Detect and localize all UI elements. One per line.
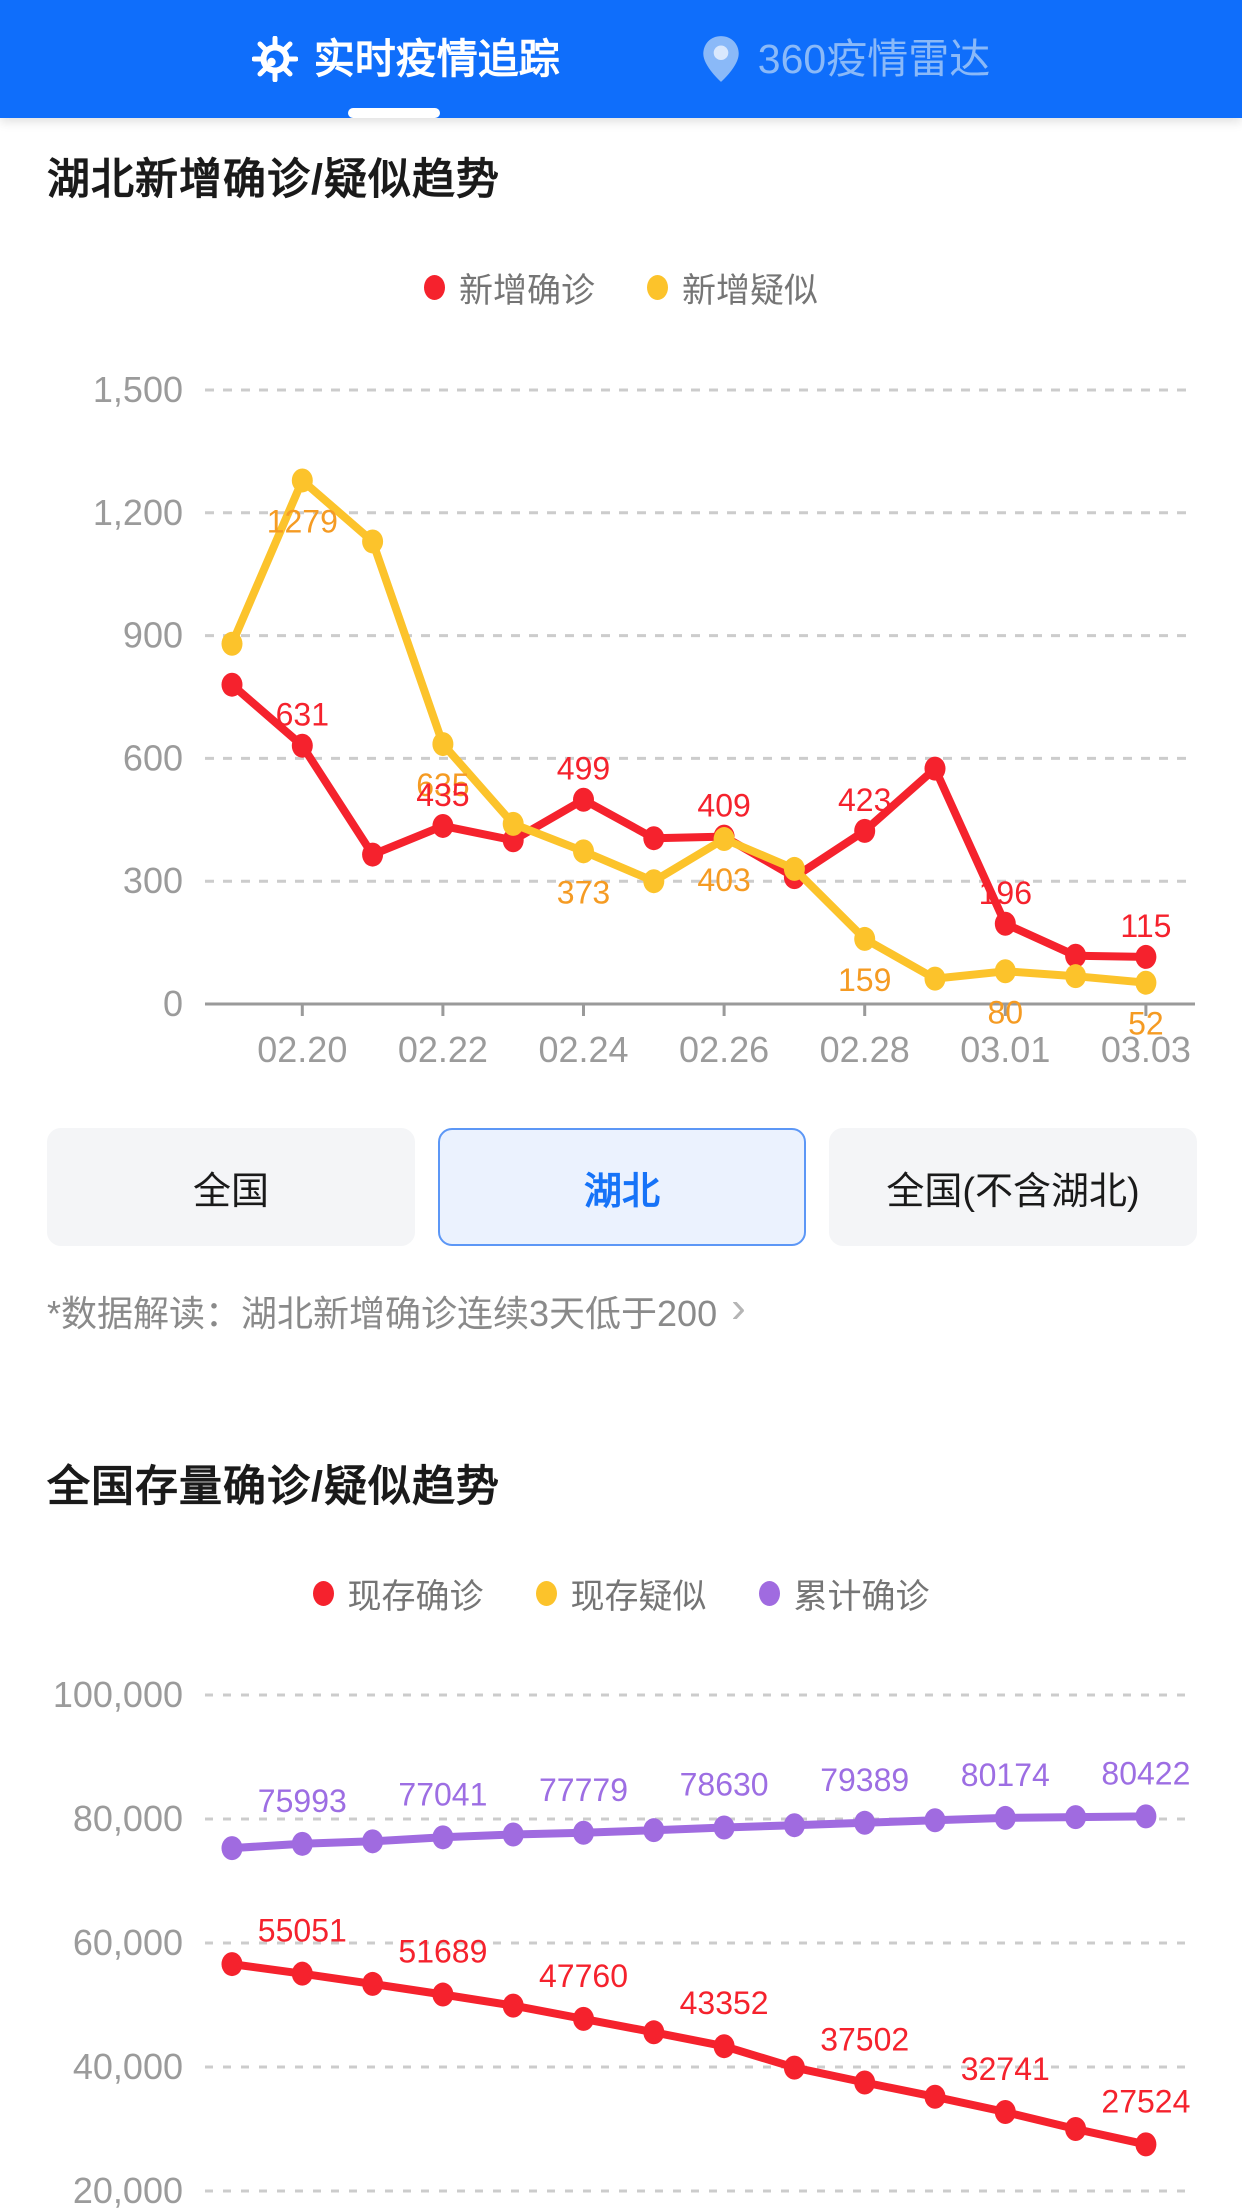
svg-text:196: 196 <box>979 875 1032 911</box>
svg-text:52: 52 <box>1128 1006 1164 1042</box>
data-interpretation-link[interactable]: *数据解读：湖北新增确诊连续3天低于200 › <box>47 1285 746 1337</box>
tab-label: 实时疫情追踪 <box>313 35 560 82</box>
region-filter-group: 全国 湖北 全国(不含湖北) <box>47 1128 1197 1246</box>
svg-text:43352: 43352 <box>680 1985 769 2021</box>
legend-item: 现存确诊 <box>312 1569 484 1618</box>
svg-text:40,000: 40,000 <box>73 2046 183 2087</box>
svg-text:300: 300 <box>123 860 183 901</box>
svg-text:80: 80 <box>988 994 1024 1030</box>
svg-text:1,200: 1,200 <box>93 492 183 533</box>
svg-text:55051: 55051 <box>258 1913 347 1949</box>
svg-text:51689: 51689 <box>398 1934 487 1970</box>
svg-text:80174: 80174 <box>961 1757 1050 1793</box>
location-pin-icon <box>703 36 739 82</box>
region-filter-button[interactable]: 湖北 <box>438 1128 806 1246</box>
svg-text:02.26: 02.26 <box>679 1029 769 1070</box>
svg-text:32741: 32741 <box>961 2051 1050 2087</box>
legend-label: 新增疑似 <box>682 271 818 310</box>
svg-text:02.28: 02.28 <box>820 1029 910 1070</box>
svg-text:03.01: 03.01 <box>960 1029 1050 1070</box>
national-stock-cases-line-chart: 100,000 80,000 60,000 40,000 20,000 75993 7704… <box>53 1674 1195 2208</box>
legend-item: 新增确诊 <box>424 263 595 312</box>
legend-dot <box>758 1580 780 1606</box>
chevron-right-icon: › <box>731 1283 746 1332</box>
data-interpretation-text: *数据解读：湖北新增确诊连续3天低于200 <box>47 1293 718 1334</box>
legend-label: 现存确诊 <box>347 1577 484 1616</box>
legend-label: 现存疑似 <box>570 1577 707 1616</box>
svg-text:75993: 75993 <box>258 1783 347 1819</box>
tab-realtime-epidemic-tracking[interactable]: 实时疫情追踪 <box>251 35 560 82</box>
legend-dot <box>647 274 668 300</box>
hubei-new-cases-line-chart: 1,500 1,200 900 600 300 0 02.20 02.22 02.24 02.26… <box>93 369 1195 1070</box>
legend-dot <box>424 274 445 300</box>
svg-text:80422: 80422 <box>1101 1755 1190 1791</box>
svg-text:409: 409 <box>697 788 750 824</box>
svg-text:159: 159 <box>838 962 891 998</box>
svg-text:47760: 47760 <box>539 1958 628 1994</box>
svg-text:02.22: 02.22 <box>398 1029 488 1070</box>
svg-text:499: 499 <box>557 751 610 787</box>
national-trend-title: 全国存量确诊/疑似趋势 <box>47 1463 500 1511</box>
svg-text:900: 900 <box>123 615 183 656</box>
svg-text:02.24: 02.24 <box>538 1029 628 1070</box>
svg-text:80,000: 80,000 <box>73 1798 183 1839</box>
legend-item: 现存疑似 <box>535 1569 707 1618</box>
svg-text:0: 0 <box>163 983 183 1024</box>
active-tab-indicator <box>348 108 440 118</box>
svg-text:403: 403 <box>697 862 750 898</box>
svg-text:435: 435 <box>416 777 469 813</box>
region-filter-button[interactable]: 全国 <box>47 1128 415 1246</box>
svg-text:03.03: 03.03 <box>1101 1029 1191 1070</box>
legend-dot <box>535 1580 557 1606</box>
hubei-trend-title: 湖北新增确诊/疑似趋势 <box>47 156 500 204</box>
svg-text:373: 373 <box>557 874 610 910</box>
svg-text:27524: 27524 <box>1101 2083 1190 2119</box>
tab-360-epidemic-radar[interactable]: 360疫情雷达 <box>700 34 990 84</box>
svg-text:79389: 79389 <box>820 1762 909 1798</box>
svg-text:37502: 37502 <box>820 2021 909 2057</box>
svg-text:115: 115 <box>1120 908 1171 944</box>
svg-text:60,000: 60,000 <box>73 1922 183 1963</box>
top-tab-bar: 实时疫情追踪 360疫情雷达 <box>0 0 1242 118</box>
legend-dot <box>312 1580 334 1606</box>
legend-item: 累计确诊 <box>758 1569 930 1618</box>
svg-text:77779: 77779 <box>539 1772 628 1808</box>
svg-text:600: 600 <box>123 737 183 778</box>
svg-text:100,000: 100,000 <box>53 1674 183 1715</box>
svg-text:02.20: 02.20 <box>257 1029 347 1070</box>
tab-label: 360疫情雷达 <box>757 35 991 82</box>
svg-text:1279: 1279 <box>267 503 338 539</box>
legend-label: 新增确诊 <box>459 271 595 310</box>
svg-text:631: 631 <box>276 697 329 733</box>
svg-text:20,000: 20,000 <box>73 2170 183 2208</box>
svg-text:1,500: 1,500 <box>93 369 183 410</box>
hubei-chart-legend: 新增确诊 新增疑似 <box>0 262 1242 312</box>
legend-label: 累计确诊 <box>793 1577 930 1616</box>
svg-text:423: 423 <box>838 782 891 818</box>
legend-item: 新增疑似 <box>647 263 818 312</box>
region-filter-button[interactable]: 全国(不含湖北) <box>829 1128 1197 1246</box>
svg-text:77041: 77041 <box>398 1776 487 1812</box>
national-chart-legend: 现存确诊 现存疑似 累计确诊 <box>0 1568 1242 1618</box>
svg-text:635: 635 <box>416 767 469 803</box>
svg-text:78630: 78630 <box>680 1766 769 1802</box>
virus-icon <box>251 36 298 82</box>
